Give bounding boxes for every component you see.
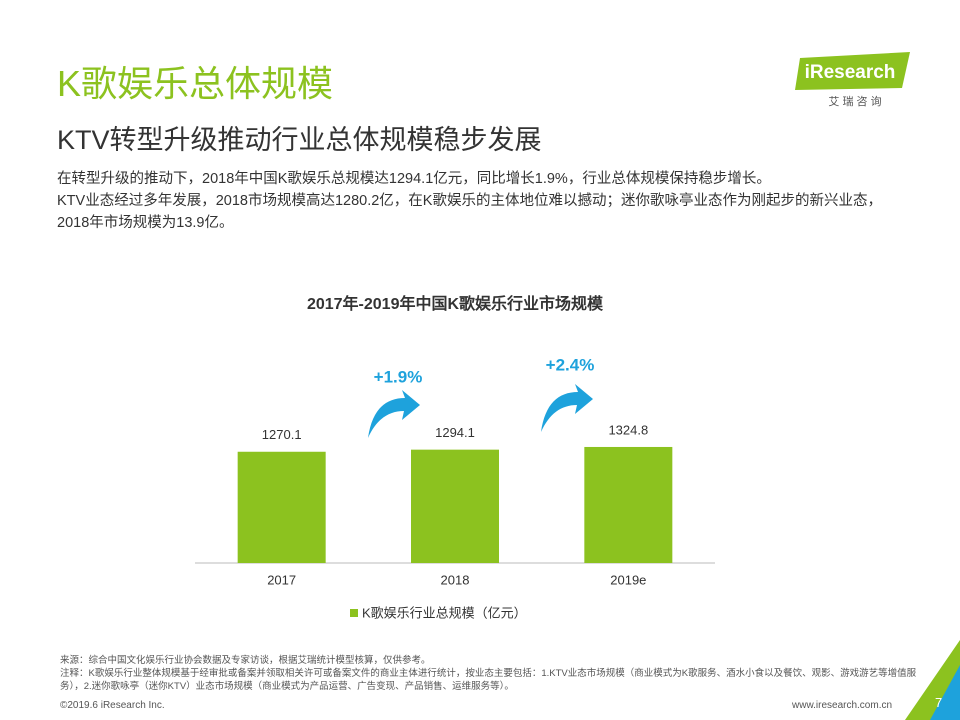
note: 注释：K歌娱乐行业整体规模基于经审批或备案并领取相关许可或备案文件的商业主体进行… <box>60 668 917 692</box>
growth-arrow <box>541 384 593 432</box>
legend-swatch <box>350 609 358 617</box>
x-tick-label: 2018 <box>441 572 470 587</box>
bar <box>584 446 673 563</box>
paragraph: KTV业态经过多年发展，2018市场规模高达1280.2亿，在K歌娱乐的主体地位… <box>57 193 882 231</box>
title: K歌娱乐总体规模 <box>57 63 334 104</box>
bar <box>411 449 499 563</box>
logo-shape <box>795 52 910 90</box>
logo-sub: 艾 瑞 咨 询 <box>828 94 881 108</box>
growth-annotation: +2.4% <box>546 355 595 374</box>
paragraphs: 在转型升级的推动下，2018年中国K歌娱乐总规模达1294.1亿元，同比增长1.… <box>57 168 912 234</box>
legend-label: K歌娱乐行业总规模（亿元） <box>362 605 527 620</box>
page-number: 7 <box>935 695 943 710</box>
chart-title: 2017年-2019年中国K歌娱乐行业市场规模 <box>307 294 604 313</box>
copyright: ©2019.6 iResearch Inc. <box>60 700 165 711</box>
value-label: 1324.8 <box>608 422 648 437</box>
notes: 来源：综合中国文化娱乐行业协会数据及专家访谈，根据艾瑞统计模型核算，仅供参考。 … <box>60 654 920 693</box>
growth-annotation: +1.9% <box>374 367 423 386</box>
x-tick-label: 2017 <box>267 572 296 587</box>
value-label: 1294.1 <box>435 425 475 440</box>
source: 来源：综合中国文化娱乐行业协会数据及专家访谈，根据艾瑞统计模型核算，仅供参考。 <box>60 655 431 666</box>
corner-decor <box>930 665 960 720</box>
growth-arrow <box>368 390 420 438</box>
value-label: 1270.1 <box>262 427 302 442</box>
website: www.iresearch.com.cn <box>792 700 893 711</box>
subtitle: KTV转型升级推动行业总体规模稳步发展 <box>57 125 542 155</box>
x-tick-label: 2019e <box>610 572 646 587</box>
bar <box>237 451 326 563</box>
paragraph: 在转型升级的推动下，2018年中国K歌娱乐总规模达1294.1亿元，同比增长1.… <box>57 171 771 187</box>
logo: iResearch <box>805 62 896 83</box>
